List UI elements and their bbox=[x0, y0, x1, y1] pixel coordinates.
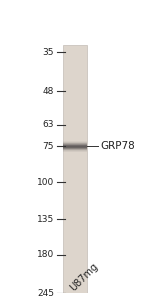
Text: 245: 245 bbox=[37, 289, 54, 298]
Text: 135: 135 bbox=[37, 215, 54, 224]
Bar bbox=[63, 45, 87, 293]
Text: 100: 100 bbox=[37, 178, 54, 187]
Text: 63: 63 bbox=[42, 120, 54, 129]
Text: 75: 75 bbox=[42, 142, 54, 151]
Text: U87mg: U87mg bbox=[68, 261, 100, 293]
Text: GRP78: GRP78 bbox=[100, 141, 135, 151]
Text: 35: 35 bbox=[42, 48, 54, 57]
Text: 48: 48 bbox=[43, 87, 54, 96]
Text: 180: 180 bbox=[37, 250, 54, 259]
